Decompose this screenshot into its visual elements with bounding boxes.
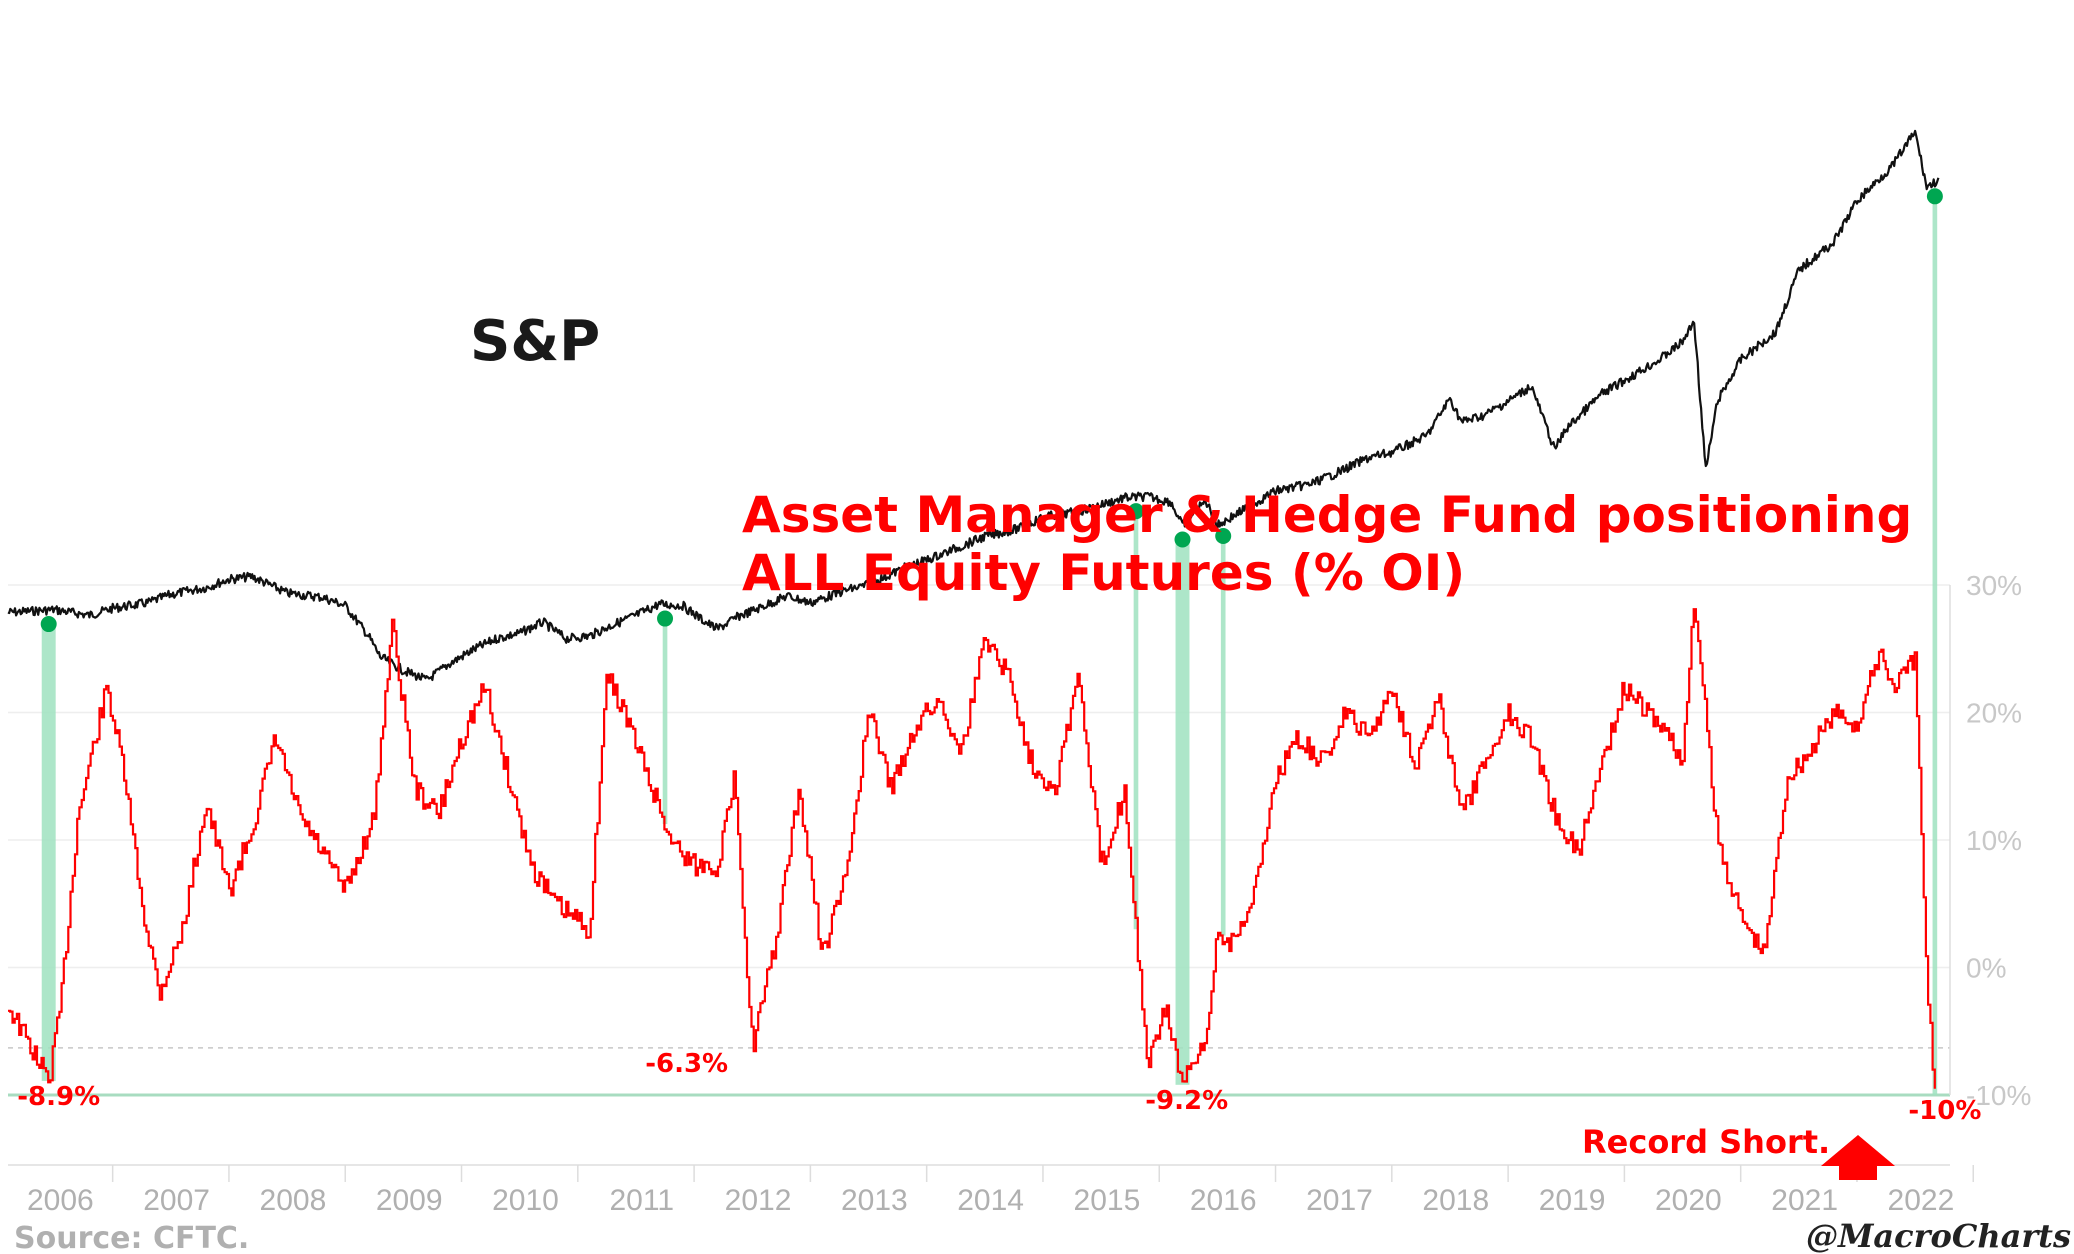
y-tick-label: -10%: [1966, 1080, 2031, 1111]
x-tick-label: 2020: [1655, 1184, 1722, 1217]
x-tick-label: 2008: [260, 1184, 327, 1217]
trough-shade: [1220, 536, 1226, 936]
trough-shade: [1175, 539, 1190, 1085]
x-tick-label: 2014: [957, 1184, 1024, 1217]
trough-marker-dot: [1174, 531, 1191, 548]
trough-shade-layer: [41, 196, 1938, 1096]
trough-shade: [41, 624, 56, 1081]
sp-series-line: [7, 129, 1940, 682]
trough-shade: [1133, 511, 1139, 930]
trough-value-label: -8.9%: [17, 1082, 100, 1112]
x-tick-label: 2012: [725, 1184, 792, 1217]
x-tick-label: 2011: [610, 1184, 675, 1217]
trough-marker-dot: [40, 616, 57, 633]
trough-value-label: -6.3%: [645, 1049, 728, 1079]
x-tick-label: 2007: [143, 1184, 210, 1217]
x-tick-label: 2015: [1074, 1184, 1141, 1217]
y-axis-ticks: 30% 20% 10% 0% -10%: [1966, 570, 2031, 1111]
x-tick-label: 2006: [27, 1184, 94, 1217]
y-tick-label: 20%: [1966, 698, 2022, 729]
trough-marker-dot: [1215, 528, 1232, 545]
sp-marker-layer: [40, 188, 1943, 633]
chart-title-line-1: Asset Manager & Hedge Fund positioning: [742, 486, 1912, 544]
grid-layer: [8, 584, 1951, 1166]
record-short-annotation: Record Short.: [1582, 1123, 1830, 1161]
x-tick-label: 2018: [1422, 1184, 1489, 1217]
trough-marker-dot: [1127, 503, 1144, 520]
sp-series-label: S&P: [470, 309, 600, 374]
x-tick-label: 2017: [1306, 1184, 1373, 1217]
trough-shade: [1932, 196, 1938, 1096]
positioning-series-line: [8, 608, 1936, 1089]
source-note: Source: CFTC.: [14, 1221, 249, 1254]
chart-title-line-2: ALL Equity Futures (% OI): [742, 544, 1465, 602]
x-tick-label: 2021: [1771, 1184, 1838, 1217]
arrow-up-icon: [1821, 1135, 1895, 1180]
trough-value-label: -9.2%: [1145, 1086, 1228, 1116]
trough-marker-dot: [657, 610, 674, 627]
y-tick-label: 10%: [1966, 825, 2022, 856]
author-credit: @MacroCharts: [1806, 1217, 2071, 1254]
y-tick-label: 30%: [1966, 570, 2022, 601]
x-tick-label: 2010: [492, 1184, 559, 1217]
x-tick-label: 2009: [376, 1184, 443, 1217]
x-tick-label: 2013: [841, 1184, 908, 1217]
trough-label-layer: -8.9% -6.3% -9.2% -10%: [17, 1049, 1981, 1126]
x-tick-label: 2019: [1539, 1184, 1606, 1217]
x-tick-label: 2022: [1888, 1184, 1955, 1217]
x-axis-ticks: 2006 2007 2008 2009 2010 2011 2012 2013 2014 2015…: [27, 1165, 1975, 1217]
trough-marker-dot: [1926, 188, 1943, 205]
trough-value-label: -10%: [1908, 1096, 1981, 1126]
trough-shade: [662, 618, 668, 825]
x-tick-label: 2016: [1190, 1184, 1257, 1217]
y-tick-label: 0%: [1966, 953, 2006, 984]
